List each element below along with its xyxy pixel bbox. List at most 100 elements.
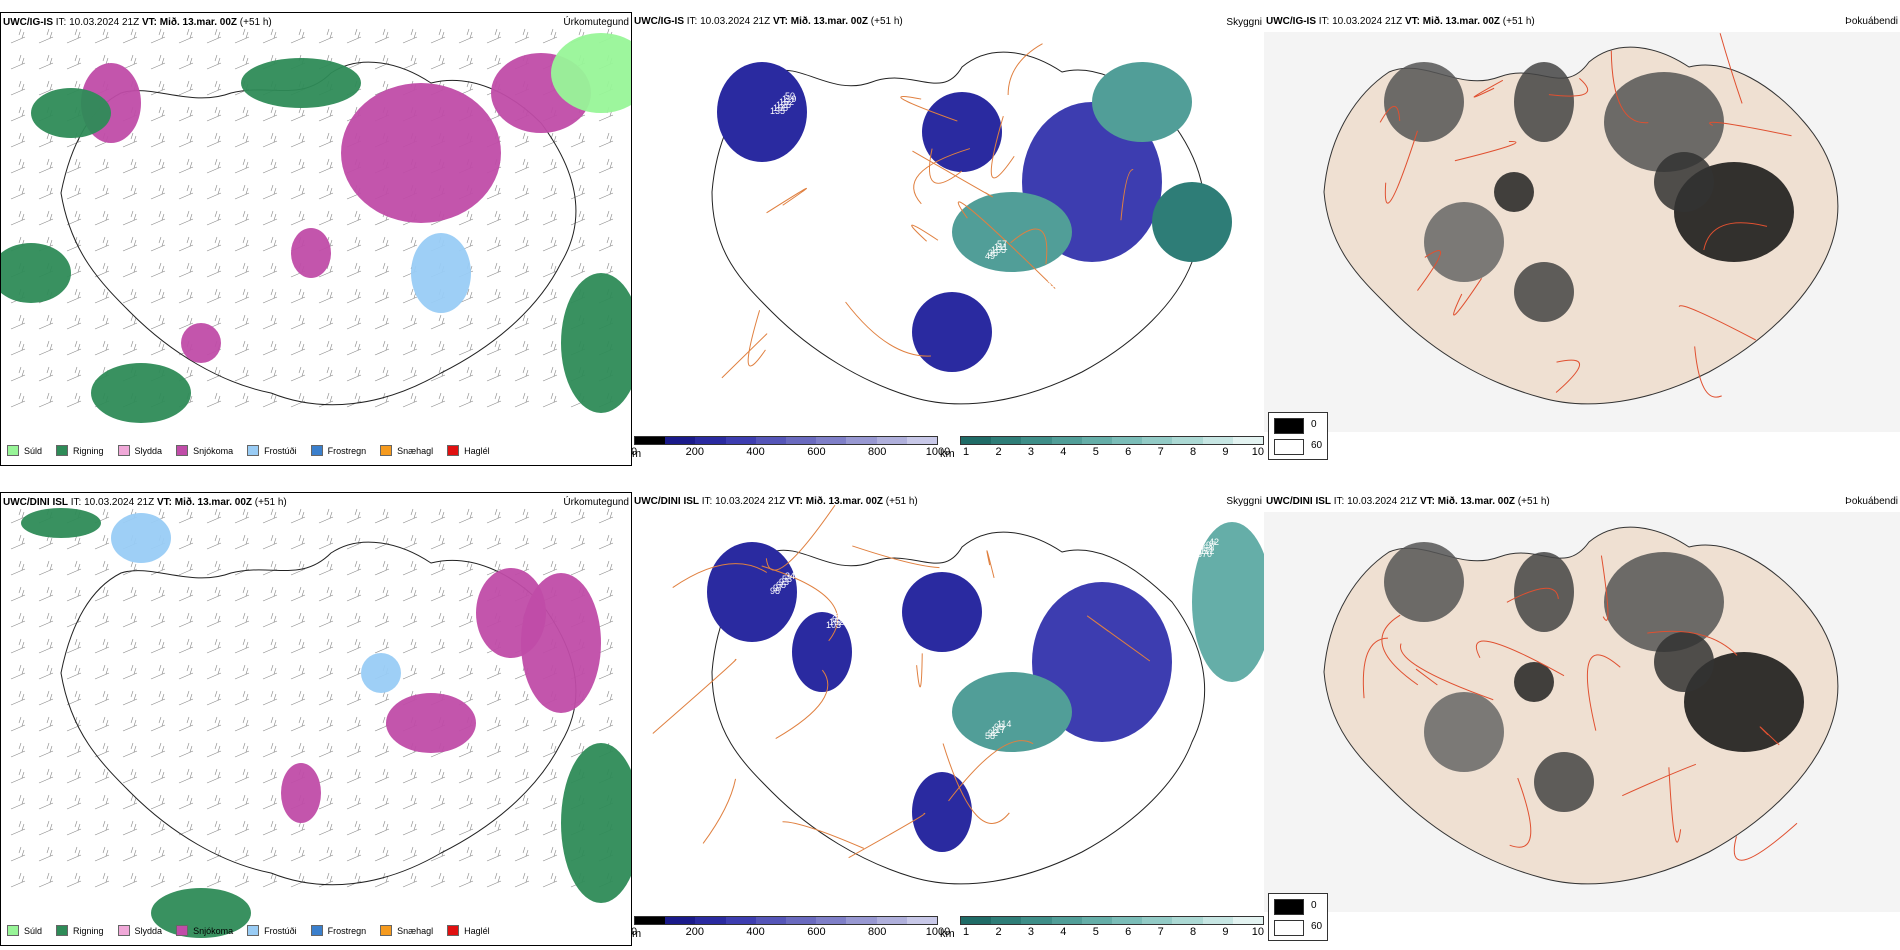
wind-barb — [234, 236, 250, 252]
scale-unit: m — [632, 448, 642, 460]
wind-barb — [318, 392, 334, 408]
road — [1678, 305, 1756, 341]
wind-barb — [542, 768, 558, 784]
wind-barb — [346, 716, 362, 732]
wind-barb — [346, 872, 362, 888]
wind-barb — [290, 846, 306, 862]
scale-tick: 7 — [1157, 446, 1164, 458]
wind-barb — [570, 236, 586, 252]
wind-barb — [290, 586, 306, 602]
visibility-value: 103 — [826, 620, 841, 630]
road — [986, 550, 995, 579]
visibility-value: 118 — [885, 651, 899, 661]
visibility-value: 254 — [1150, 356, 1165, 366]
wind-barb — [94, 560, 110, 576]
wind-barb — [542, 794, 558, 810]
wind-barb — [542, 392, 558, 408]
visibility-value: 193 — [938, 208, 953, 218]
wind-barb — [290, 158, 306, 174]
scale-tick: 2 — [995, 926, 1002, 938]
wind-barb — [94, 288, 110, 304]
visibility-value: 87 — [941, 685, 951, 695]
road — [747, 310, 766, 367]
road — [1381, 614, 1419, 686]
wind-barb — [10, 690, 26, 706]
wind-barb — [66, 184, 82, 200]
wind-barb — [94, 210, 110, 226]
wind-barb — [542, 210, 558, 226]
wind-barb — [94, 768, 110, 784]
wind-barb — [150, 184, 166, 200]
wind-barb — [122, 54, 138, 70]
wind-barb — [402, 612, 418, 628]
wind-barb — [122, 612, 138, 628]
road — [1415, 668, 1438, 686]
wind-barb — [66, 872, 82, 888]
wind-barb — [542, 340, 558, 356]
wind-barb — [234, 54, 250, 70]
wind-barb — [150, 80, 166, 96]
visibility-value: 93 — [779, 577, 789, 587]
wind-barb — [486, 340, 502, 356]
wind-barb — [346, 28, 362, 44]
wind-barb — [598, 236, 614, 252]
wind-barb — [234, 210, 250, 226]
fog-area — [1424, 202, 1504, 282]
wind-barb — [374, 28, 390, 44]
precip-areas — [21, 508, 631, 938]
visibility-value: 114 — [997, 719, 1011, 729]
fog-area — [1514, 662, 1554, 702]
visibility-values: 71 50 48 78 69 57 73 64 82 101 119 91 95 216 111 166 189… — [732, 54, 1224, 372]
wind-barb — [346, 366, 362, 382]
scale-tick: 600 — [807, 926, 826, 938]
wind-barb — [234, 184, 250, 200]
visibility-value: 99 — [932, 694, 942, 704]
visibility-value: 97 — [1206, 540, 1216, 550]
wind-barb — [486, 872, 502, 888]
wind-barb — [178, 210, 194, 226]
wind-barb — [458, 872, 474, 888]
wind-barb — [38, 768, 54, 784]
wind-barb — [430, 872, 446, 888]
wind-barb — [206, 690, 222, 706]
visibility-value: 36 — [988, 248, 998, 258]
wind-barb — [122, 132, 138, 148]
visibility-area — [717, 62, 807, 162]
legend-item: Súld — [7, 445, 42, 456]
wind-barb — [318, 132, 334, 148]
wind-barb — [402, 638, 418, 654]
wind-barb — [262, 586, 278, 602]
visibility-value: 57 — [997, 239, 1007, 249]
wind-barb — [66, 820, 82, 836]
wind-barb — [374, 586, 390, 602]
wind-barb — [458, 392, 474, 408]
wind-barb — [318, 534, 334, 550]
wind-barb — [94, 716, 110, 732]
panel-name: Úrkomutegund — [563, 497, 629, 508]
wind-barb — [66, 638, 82, 654]
wind-barb — [206, 820, 222, 836]
scale-tick: 1000 — [925, 446, 951, 458]
wind-barb — [234, 314, 250, 330]
wind-barb — [38, 210, 54, 226]
wind-barb — [206, 560, 222, 576]
wind-barb — [318, 716, 334, 732]
wind-barb — [290, 132, 306, 148]
wind-barb — [542, 742, 558, 758]
wind-barb — [206, 236, 222, 252]
scale-tick: 1000 — [925, 926, 951, 938]
visibility-scale-km: 1 2 3 4 5 6 7 8 9 10 km — [940, 916, 1264, 940]
wind-barb — [374, 820, 390, 836]
scale-tick: 800 — [868, 926, 887, 938]
wind-barb — [514, 340, 530, 356]
panel-name: Skyggni — [1226, 496, 1262, 507]
wind-barb — [542, 508, 558, 524]
wind-barb — [542, 846, 558, 862]
wind-barb — [458, 638, 474, 654]
scale-tick: 1 — [963, 446, 970, 458]
road — [1473, 79, 1504, 98]
wind-barb — [122, 288, 138, 304]
visibility-value: 58 — [985, 731, 995, 741]
wind-barb — [38, 820, 54, 836]
wind-barb — [150, 288, 166, 304]
